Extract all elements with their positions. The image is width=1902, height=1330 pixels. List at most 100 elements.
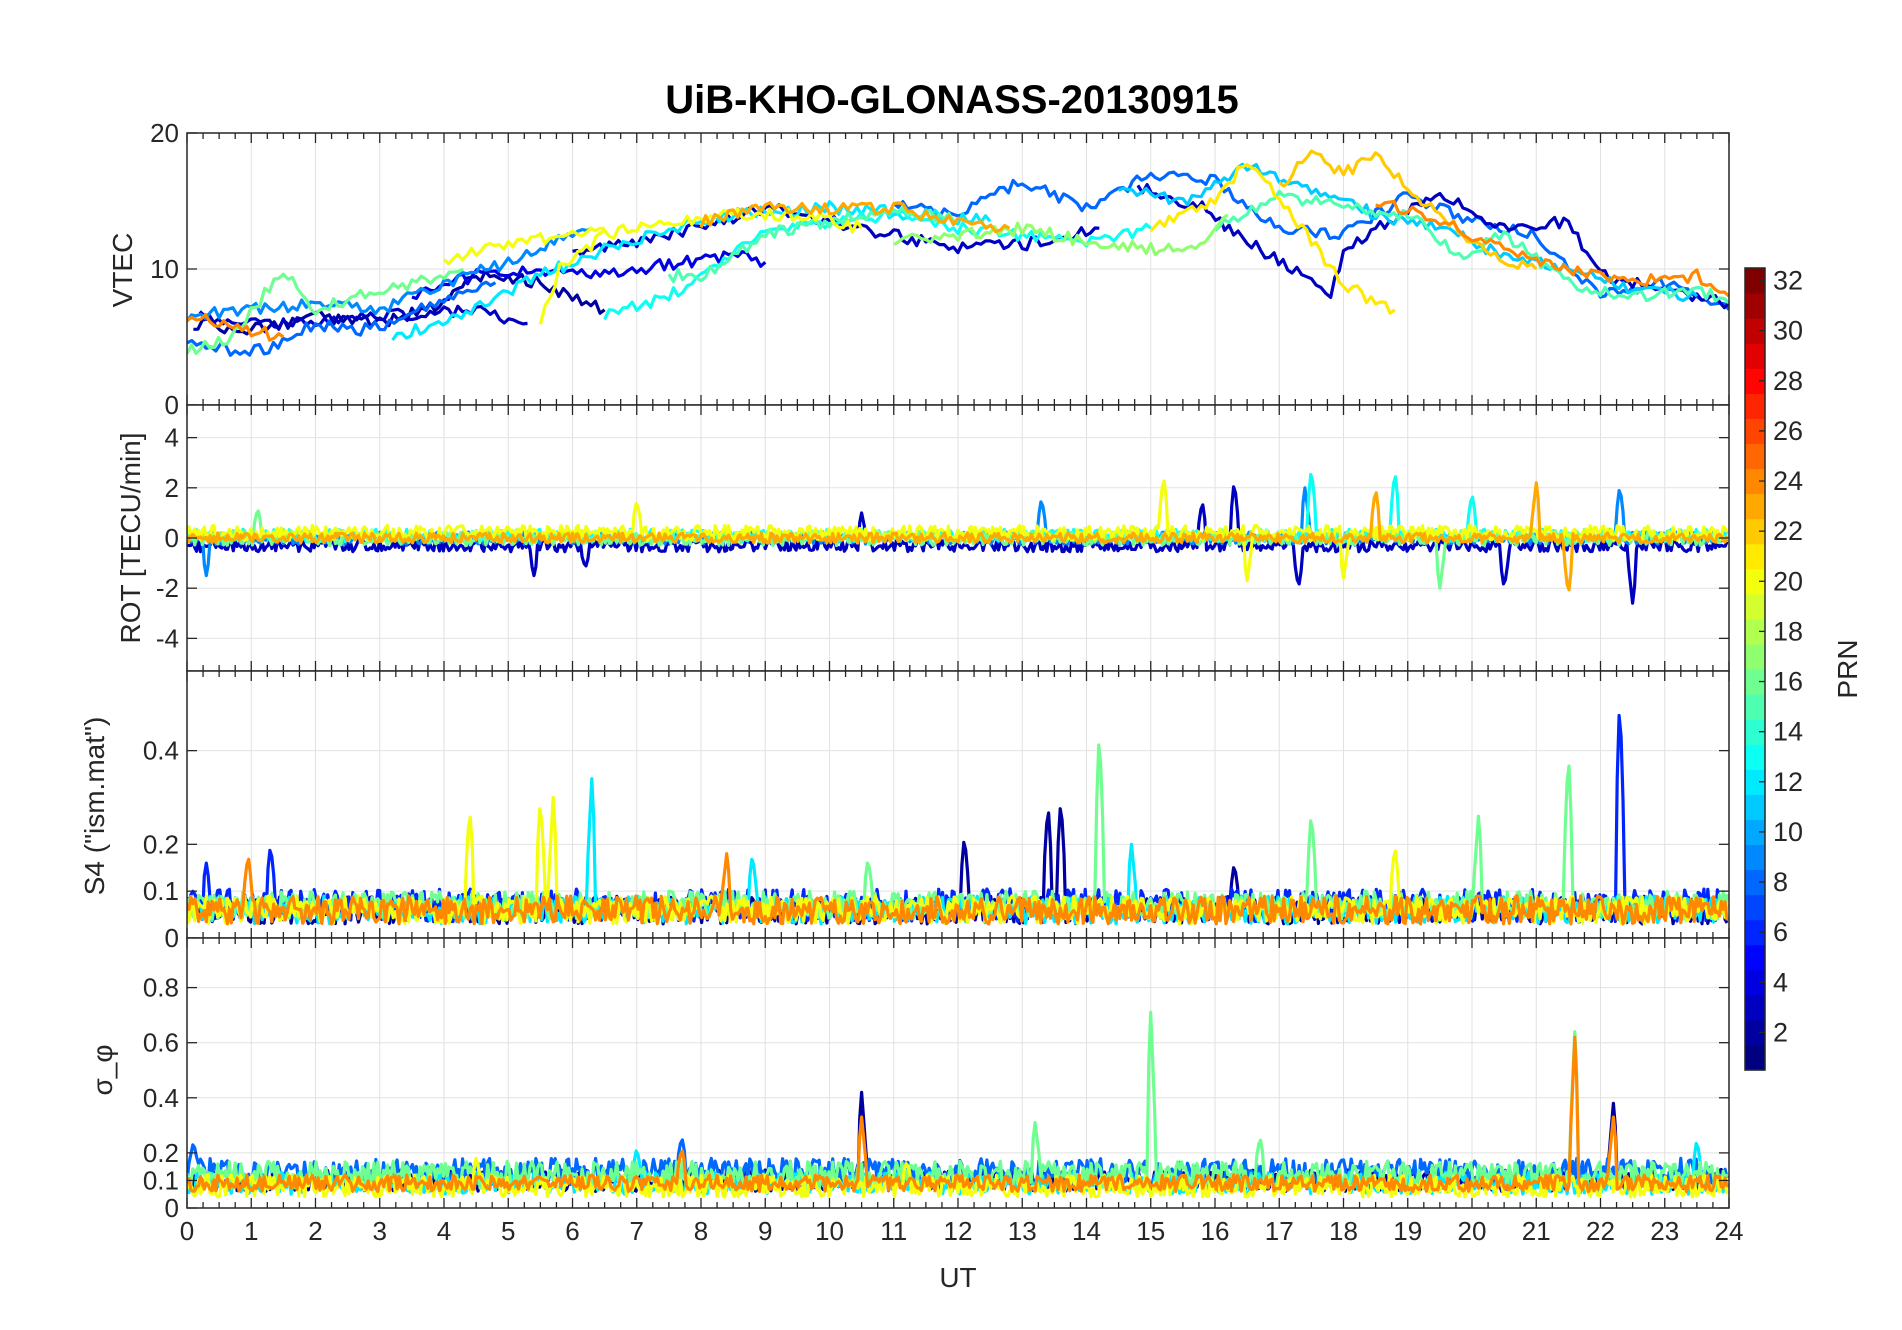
colorbar-swatch	[1745, 593, 1765, 620]
x-tick-label: 21	[1522, 1216, 1551, 1246]
colorbar-tick-label: 2	[1773, 1017, 1788, 1047]
x-tick-label: 11	[880, 1216, 907, 1246]
chart-title: UiB-KHO-GLONASS-20130915	[665, 78, 1239, 122]
x-tick-labels: 0 1 2 3 4 5 6 7 8 9 10 11 12 13 14 15 16 17 18 19 20 21 22 23 24	[180, 1216, 1744, 1246]
series-line-prn-24	[187, 1035, 1729, 1194]
colorbar-tick-label: 18	[1773, 616, 1803, 646]
vtec-grid	[187, 133, 1729, 405]
x-tick-label: 20	[1458, 1216, 1487, 1246]
y-tick-label: -4	[156, 623, 179, 653]
colorbar-tick-label: 22	[1773, 516, 1803, 546]
colorbar-swatch	[1745, 268, 1765, 294]
colorbar-tick-label: 10	[1773, 817, 1803, 847]
colorbar-swatch	[1745, 418, 1765, 445]
y-tick-label: 4	[165, 423, 179, 453]
series-line-prn-4	[411, 250, 767, 300]
y-tick-label: 2	[165, 473, 179, 503]
sigma-phi-ticks: 00.10.2 0.4 0.6 0.8	[143, 937, 1730, 1223]
colorbar-swatch	[1745, 1044, 1765, 1071]
x-tick-label: 7	[630, 1216, 644, 1246]
y-tick-label: -2	[156, 573, 179, 603]
series-line-prn-20	[538, 207, 863, 325]
x-tick-label: 14	[1072, 1216, 1101, 1246]
y-tick-label: 0.8	[143, 973, 179, 1003]
series-line-prn-21	[1149, 162, 1396, 315]
x-tick-label: 5	[501, 1216, 515, 1246]
vtec-panel: 0 10 20 VTEC	[107, 118, 1730, 420]
colorbar-swatch	[1745, 343, 1765, 369]
series-line-prn-11	[1117, 162, 1699, 303]
colorbar-swatch	[1745, 769, 1765, 795]
colorbar-tick-label: 24	[1773, 466, 1803, 496]
series-line-prn-15	[1213, 189, 1729, 305]
colorbar-tick-label: 8	[1773, 867, 1788, 897]
vtec-series	[187, 149, 1729, 357]
series-line-prn-17	[893, 213, 1229, 257]
vtec-ticks: 0 10 20	[150, 118, 1730, 420]
x-tick-label: 19	[1393, 1216, 1422, 1246]
colorbar-swatch	[1745, 493, 1765, 520]
colorbar-swatch	[1745, 994, 1765, 1021]
s4-panel: 0 0.1 0.2 0.4 S4 ("ism.mat")	[79, 670, 1730, 953]
x-tick-label: 2	[308, 1216, 322, 1246]
colorbar-tick-label: 28	[1773, 366, 1803, 396]
vtec-ylabel: VTEC	[107, 233, 138, 308]
colorbar-swatch	[1745, 618, 1765, 645]
colorbar-tick-label: 20	[1773, 566, 1803, 596]
x-axis-label: UT	[939, 1262, 976, 1293]
series-line-prn-24	[187, 852, 1729, 926]
colorbar-swatch	[1745, 393, 1765, 419]
colorbar-swatch	[1745, 643, 1765, 670]
y-tick-label: 10	[150, 254, 179, 284]
colorbar-swatch	[1745, 894, 1765, 921]
x-tick-label: 1	[244, 1216, 258, 1246]
x-tick-label: 22	[1586, 1216, 1615, 1246]
y-tick-label: 0.1	[143, 876, 179, 906]
colorbar-swatch	[1745, 468, 1765, 495]
series-line-prn-20	[442, 226, 605, 266]
rot-ylabel: ROT [TECU/min]	[115, 432, 146, 643]
colorbar-swatch	[1745, 719, 1765, 745]
x-tick-label: 23	[1650, 1216, 1679, 1246]
y-tick-label: 20	[150, 118, 179, 148]
series-line-prn-8	[187, 280, 497, 357]
colorbar-swatch	[1745, 669, 1765, 695]
x-tick-label: 18	[1329, 1216, 1358, 1246]
colorbar-swatch	[1745, 944, 1765, 971]
colorbar-swatch	[1745, 568, 1765, 595]
y-tick-label: 0	[165, 923, 179, 953]
x-tick-label: 17	[1265, 1216, 1294, 1246]
x-tick-label: 0	[180, 1216, 194, 1246]
colorbar-swatch	[1745, 318, 1765, 344]
colorbar-swatch	[1745, 1019, 1765, 1046]
colorbar-swatch	[1745, 543, 1765, 570]
series-line-prn-16	[187, 267, 465, 355]
y-tick-label: 0.1	[143, 1165, 179, 1195]
x-tick-label: 4	[437, 1216, 451, 1246]
colorbar-tick-label: 4	[1773, 967, 1788, 997]
y-tick-label: 0.2	[143, 1138, 179, 1168]
y-tick-label: 0	[165, 1193, 179, 1223]
x-tick-label: 8	[694, 1216, 708, 1246]
s4-ylabel: S4 ("ism.mat")	[79, 717, 110, 896]
x-tick-label: 3	[373, 1216, 387, 1246]
colorbar-tick-label: 6	[1773, 917, 1788, 947]
colorbar-swatches	[1745, 268, 1765, 1071]
series-line-prn-23	[187, 481, 1729, 592]
y-tick-label: 0.4	[143, 736, 179, 766]
x-tick-label: 24	[1715, 1216, 1744, 1246]
series-line-prn-8	[892, 170, 1729, 311]
sigma-phi-ylabel: σ_φ	[87, 1044, 118, 1095]
colorbar-tick-label: 30	[1773, 316, 1803, 346]
colorbar-swatch	[1745, 869, 1765, 896]
colorbar-swatch	[1745, 969, 1765, 996]
x-tick-label: 13	[1008, 1216, 1037, 1246]
y-tick-label: 0.6	[143, 1028, 179, 1058]
s4-series	[187, 713, 1729, 926]
series-line-prn-22	[1278, 149, 1538, 271]
colorbar-tick-label: 16	[1773, 667, 1803, 697]
colorbar-frame	[1744, 267, 1766, 1071]
colorbar-swatch	[1745, 293, 1765, 319]
y-tick-label: 0	[165, 390, 179, 420]
